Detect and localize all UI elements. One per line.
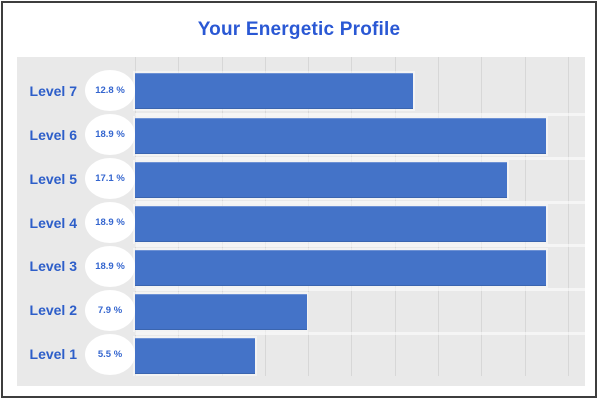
category-label: Level 1 <box>29 346 77 363</box>
chart-row-level-7: Level 7 12.8 % <box>17 69 585 113</box>
bar <box>135 293 307 330</box>
percent-value: 18.9 % <box>95 260 125 272</box>
category-label: Level 6 <box>29 126 77 143</box>
percent-badge: 18.9 % <box>85 202 135 243</box>
percent-badge: 18.9 % <box>85 114 135 156</box>
category-label: Level 3 <box>29 258 77 275</box>
bar-rows: Level 7 12.8 % Level 6 18.9 % Level 5 17… <box>17 69 585 376</box>
percent-badge: 12.8 % <box>85 70 135 112</box>
bar <box>135 249 546 286</box>
category-label: Level 5 <box>29 170 77 187</box>
bar <box>135 162 507 199</box>
bar-track <box>135 288 585 332</box>
chart-row-level-3: Level 3 18.9 % <box>17 244 585 288</box>
category-label: Level 4 <box>29 214 77 231</box>
chart-row-level-4: Level 4 18.9 % <box>17 200 585 245</box>
bar <box>135 337 255 374</box>
bar-track <box>135 332 585 376</box>
percent-value: 17.1 % <box>95 173 125 185</box>
bar-track <box>135 112 585 157</box>
bar-track <box>135 156 585 201</box>
chart-row-level-5: Level 5 17.1 % <box>17 156 585 201</box>
plot-area: Level 7 12.8 % Level 6 18.9 % Level 5 17… <box>17 57 585 386</box>
percent-badge: 17.1 % <box>85 158 135 200</box>
percent-badge: 5.5 % <box>85 333 135 375</box>
category-label: Level 7 <box>29 82 77 99</box>
bar-track <box>135 200 585 245</box>
bar-track <box>135 69 585 113</box>
chart-row-level-2: Level 2 7.9 % <box>17 288 585 332</box>
percent-value: 12.8 % <box>95 85 125 97</box>
chart-row-level-1: Level 1 5.5 % <box>17 332 585 376</box>
chart-title: Your Energetic Profile <box>197 19 401 40</box>
percent-value: 18.9 % <box>95 129 125 141</box>
bar <box>135 206 546 242</box>
category-label: Level 2 <box>29 302 77 319</box>
bar <box>135 72 414 109</box>
percent-value: 5.5 % <box>97 348 123 360</box>
chart-row-level-6: Level 6 18.9 % <box>17 112 585 157</box>
percent-badge: 18.9 % <box>85 245 135 287</box>
chart-frame: Your Energetic Profile Level 7 12.8 % Le… <box>1 1 597 398</box>
bar <box>135 118 546 155</box>
bar-track <box>135 244 585 288</box>
percent-value: 7.9 % <box>97 304 123 316</box>
percent-value: 18.9 % <box>95 217 125 228</box>
percent-badge: 7.9 % <box>85 289 135 331</box>
